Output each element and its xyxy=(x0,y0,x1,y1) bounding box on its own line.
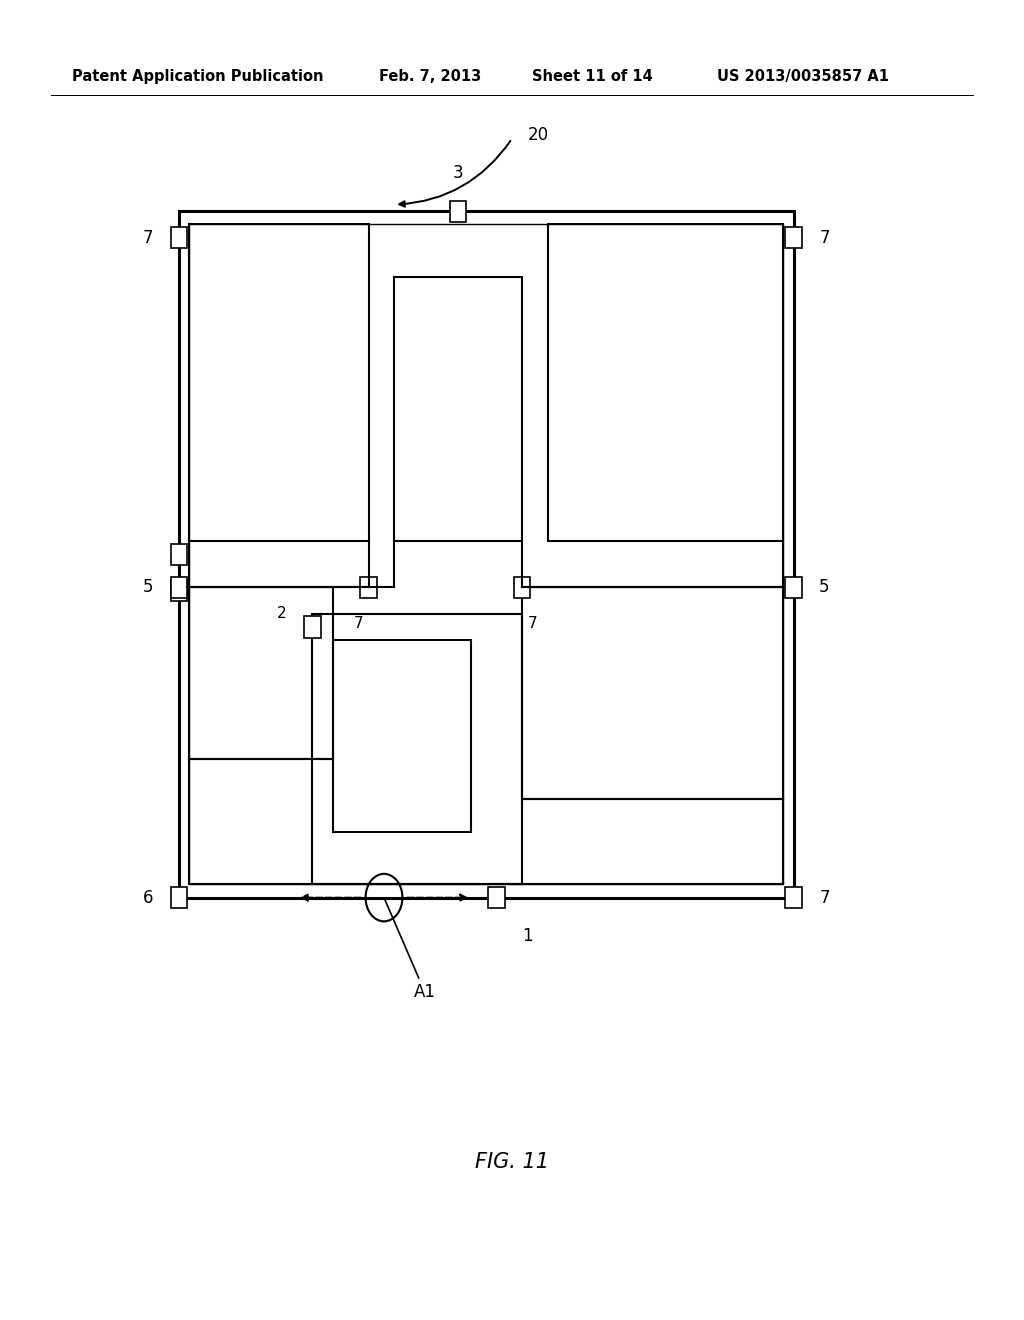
Text: 20: 20 xyxy=(527,125,549,144)
Bar xyxy=(189,587,333,759)
Text: 5: 5 xyxy=(143,578,154,597)
Bar xyxy=(171,581,187,602)
Bar xyxy=(548,224,783,541)
Bar xyxy=(171,887,187,908)
Bar xyxy=(171,577,187,598)
Text: Patent Application Publication: Patent Application Publication xyxy=(72,69,324,84)
Bar xyxy=(333,640,471,832)
Bar xyxy=(189,224,369,541)
Bar xyxy=(785,227,802,248)
Text: FIG. 11: FIG. 11 xyxy=(475,1151,549,1172)
Bar xyxy=(522,587,783,799)
Text: 2: 2 xyxy=(278,606,287,622)
Bar xyxy=(785,887,802,908)
Text: 1: 1 xyxy=(522,927,532,945)
Bar xyxy=(785,577,802,598)
Text: Feb. 7, 2013: Feb. 7, 2013 xyxy=(379,69,481,84)
Text: 7: 7 xyxy=(143,228,154,247)
Bar xyxy=(312,614,522,884)
Text: 6: 6 xyxy=(143,888,154,907)
Bar xyxy=(179,211,794,898)
Text: 7: 7 xyxy=(819,228,829,247)
Bar xyxy=(304,616,321,638)
Text: 7: 7 xyxy=(819,888,829,907)
Text: 3: 3 xyxy=(453,164,464,182)
Text: A1: A1 xyxy=(385,900,436,1002)
Text: 5: 5 xyxy=(819,578,829,597)
Text: Sheet 11 of 14: Sheet 11 of 14 xyxy=(532,69,653,84)
Bar xyxy=(171,227,187,248)
Bar xyxy=(171,544,187,565)
Text: 7: 7 xyxy=(527,616,537,631)
Bar xyxy=(360,577,377,598)
Bar xyxy=(514,577,530,598)
Bar xyxy=(189,224,783,884)
Bar xyxy=(394,277,522,541)
Bar xyxy=(451,201,467,222)
Text: US 2013/0035857 A1: US 2013/0035857 A1 xyxy=(717,69,889,84)
Text: 7: 7 xyxy=(354,616,364,631)
Bar xyxy=(488,887,505,908)
